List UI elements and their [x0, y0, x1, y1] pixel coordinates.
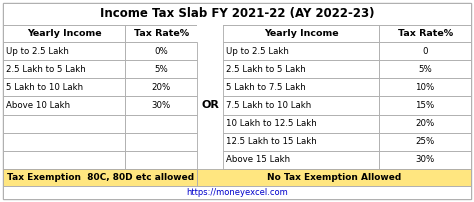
Text: 5 Lakh to 10 Lakh: 5 Lakh to 10 Lakh	[6, 83, 83, 92]
Bar	[223, 96, 379, 115]
Bar	[197, 25, 223, 42]
Bar	[223, 25, 379, 42]
Text: 5%: 5%	[155, 65, 168, 74]
Text: No Tax Exemption Allowed: No Tax Exemption Allowed	[267, 173, 401, 182]
Bar	[125, 96, 197, 115]
Bar	[379, 115, 471, 133]
Text: Up to 2.5 Lakh: Up to 2.5 Lakh	[6, 47, 69, 56]
Bar	[197, 42, 223, 169]
Bar	[223, 42, 379, 60]
Text: 10%: 10%	[416, 83, 435, 92]
Text: 7.5 Lakh to 10 Lakh: 7.5 Lakh to 10 Lakh	[226, 101, 311, 110]
Bar	[125, 42, 197, 60]
Bar	[3, 115, 125, 133]
Bar	[3, 133, 125, 151]
Bar	[3, 25, 125, 42]
Bar	[3, 96, 125, 115]
Text: 12.5 Lakh to 15 Lakh: 12.5 Lakh to 15 Lakh	[226, 137, 317, 146]
Bar	[3, 78, 125, 96]
Bar	[3, 60, 125, 78]
Bar	[223, 78, 379, 96]
Text: 5%: 5%	[418, 65, 432, 74]
Text: 25%: 25%	[416, 137, 435, 146]
Text: 10 Lakh to 12.5 Lakh: 10 Lakh to 12.5 Lakh	[226, 119, 317, 128]
Text: 20%: 20%	[152, 83, 171, 92]
Text: 2.5 Lakh to 5 Lakh: 2.5 Lakh to 5 Lakh	[226, 65, 306, 74]
Bar	[223, 115, 379, 133]
Bar	[125, 151, 197, 169]
Text: 30%: 30%	[416, 155, 435, 164]
Bar	[3, 151, 125, 169]
Bar	[379, 151, 471, 169]
Text: Yearly Income: Yearly Income	[27, 29, 101, 38]
Bar	[379, 96, 471, 115]
Bar	[197, 169, 471, 186]
Text: 20%: 20%	[416, 119, 435, 128]
Bar	[379, 25, 471, 42]
Bar	[125, 78, 197, 96]
Text: 15%: 15%	[416, 101, 435, 110]
Bar	[223, 151, 379, 169]
Text: Above 15 Lakh: Above 15 Lakh	[226, 155, 290, 164]
Text: Above 10 Lakh: Above 10 Lakh	[6, 101, 70, 110]
Bar	[3, 169, 197, 186]
Bar	[379, 133, 471, 151]
Bar	[379, 78, 471, 96]
Text: Yearly Income: Yearly Income	[264, 29, 338, 38]
Bar	[3, 3, 471, 25]
Text: Income Tax Slab FY 2021-22 (AY 2022-23): Income Tax Slab FY 2021-22 (AY 2022-23)	[100, 7, 374, 20]
Text: 0: 0	[422, 47, 428, 56]
Bar	[125, 60, 197, 78]
Text: Tax Rate%: Tax Rate%	[134, 29, 189, 38]
Bar	[223, 133, 379, 151]
Bar	[223, 60, 379, 78]
Bar	[379, 60, 471, 78]
Text: 30%: 30%	[152, 101, 171, 110]
Bar	[3, 42, 125, 60]
Text: 0%: 0%	[155, 47, 168, 56]
Text: 2.5 Lakh to 5 Lakh: 2.5 Lakh to 5 Lakh	[6, 65, 86, 74]
Bar	[125, 25, 197, 42]
Text: Tax Exemption  80C, 80D etc allowed: Tax Exemption 80C, 80D etc allowed	[7, 173, 194, 182]
Bar	[379, 42, 471, 60]
Text: Up to 2.5 Lakh: Up to 2.5 Lakh	[226, 47, 289, 56]
Text: Tax Rate%: Tax Rate%	[398, 29, 453, 38]
Bar	[3, 186, 471, 199]
Text: 5 Lakh to 7.5 Lakh: 5 Lakh to 7.5 Lakh	[226, 83, 306, 92]
Text: https://moneyexcel.com: https://moneyexcel.com	[186, 188, 288, 197]
Bar	[125, 115, 197, 133]
Text: OR: OR	[201, 101, 219, 110]
Bar	[125, 133, 197, 151]
